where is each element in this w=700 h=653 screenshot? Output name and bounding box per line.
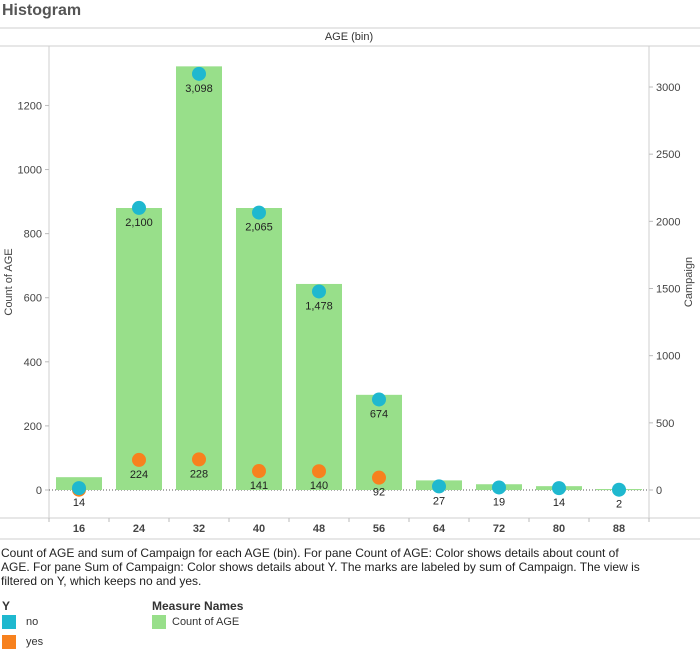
x-tick-label-48: 48 [313,523,325,535]
point-yes-24 [132,452,146,467]
point-no-72 [492,480,506,495]
data-label-yes-56: 92 [373,487,385,499]
point-no-56 [372,392,386,407]
y2-tick-label: 500 [656,418,674,430]
y2-tick-label: 1000 [656,351,680,363]
legend-swatch-no [2,615,16,629]
legend-label-count-of-age: Count of AGE [172,616,240,628]
data-label-yes-24: 224 [130,469,148,481]
x-tick-label-24: 24 [133,523,146,535]
data-label-no-48: 1,478 [305,300,333,312]
y-tick-label: 600 [24,293,42,305]
y-tick-label: 1200 [18,100,42,112]
x-tick-label-88: 88 [613,523,625,535]
chart-caption: Count of AGE and sum of Campaign for eac… [1,546,640,588]
point-yes-56 [372,470,386,485]
x-tick-label-16: 16 [73,523,85,535]
point-no-24 [132,200,146,215]
y2-axis-title: Campaign [683,257,695,307]
data-label-no-16: 14 [73,497,85,509]
point-yes-32 [192,452,206,467]
data-label-no-40: 2,065 [245,222,273,234]
x-tick-label-32: 32 [193,523,205,535]
legend-swatch-count-of-age [152,615,166,629]
data-label-no-80: 14 [553,497,565,509]
bar-48 [296,283,342,490]
legend-swatch-yes [2,635,16,649]
data-label-yes-40: 141 [250,480,268,492]
legend-measure-title: Measure Names [152,599,244,613]
chart-title: AGE (bin) [325,31,373,43]
point-no-40 [252,205,266,220]
y-tick-label: 400 [24,357,42,369]
point-no-80 [552,481,566,496]
legend-item-yes[interactable]: yes [2,635,43,649]
histogram-chart: AGE (bin) 0 200 400 600 800 1000 1200 0 500 1000 15… [0,27,700,540]
legend-item-no[interactable]: no [2,615,38,629]
y2-tick-label: 2000 [656,216,680,228]
data-label-no-64: 27 [433,495,445,507]
y2-tick-label: 2500 [656,149,680,161]
x-tick-label-72: 72 [493,523,505,535]
point-no-16 [72,481,86,496]
y-axis-title: Count of AGE [3,248,15,315]
y-tick-label: 1000 [18,165,42,177]
y2-tick-label: 0 [656,485,662,497]
legend-item-count-of-age[interactable]: Count of AGE [152,615,239,629]
x-tick-label-40: 40 [253,523,265,535]
page-title: Histogram [2,2,82,19]
point-no-64 [432,479,446,494]
point-no-88 [612,482,626,497]
bar-24 [116,208,162,490]
x-tick-label-56: 56 [373,523,385,535]
y-tick-label: 0 [36,485,42,497]
legend-y-title: Y [2,599,11,613]
data-label-no-56: 674 [370,408,388,420]
y2-tick-label: 3000 [656,82,680,94]
point-no-32 [192,66,206,81]
data-label-no-72: 19 [493,496,505,508]
data-label-yes-48: 140 [310,480,328,492]
data-label-yes-32: 228 [190,468,208,480]
bar-40 [236,208,282,490]
y-tick-label: 800 [24,229,42,241]
y-tick-label: 200 [24,421,42,433]
legend-label-no: no [26,616,39,628]
legend-label-yes: yes [26,636,44,648]
data-label-no-24: 2,100 [125,217,153,229]
x-tick-label-64: 64 [433,523,446,535]
data-label-no-32: 3,098 [185,83,213,95]
y2-tick-label: 1500 [656,284,680,296]
x-tick-label-80: 80 [553,523,565,535]
point-yes-40 [252,464,266,479]
point-no-48 [312,284,326,299]
bar-32 [176,66,222,490]
data-label-no-88: 2 [616,499,622,511]
point-yes-48 [312,464,326,479]
